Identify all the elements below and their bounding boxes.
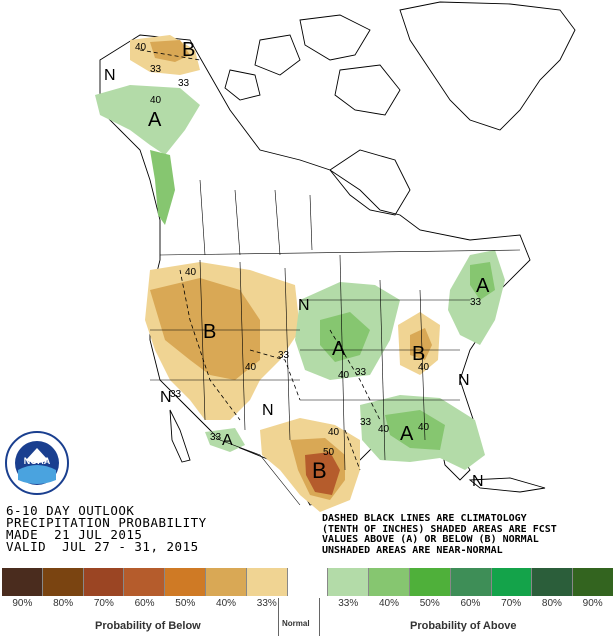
probability-scale-labels: 90% 80% 70% 60% 50% 40% 33% 33% 40% 50% 60% 70% 80% 9…	[2, 598, 613, 609]
svg-text:33: 33	[278, 350, 290, 361]
normal-divider	[278, 598, 320, 636]
title-line: PRECIPITATION PROBABILITY	[6, 515, 207, 530]
scale-swatch	[491, 568, 533, 596]
scale-swatch	[205, 568, 247, 596]
map-explanation: DASHED BLACK LINES ARE CLIMATOLOGY (TENT…	[322, 513, 557, 556]
contour-labels: 40 33 40 33 40 40 33 40 33 40 33 40 33 5…	[135, 42, 482, 458]
svg-text:33: 33	[170, 389, 182, 400]
svg-text:40: 40	[378, 424, 390, 435]
title-line: VALID JUL 27 - 31, 2015	[6, 539, 199, 554]
svg-text:40: 40	[135, 42, 147, 53]
scale-label: 60%	[134, 598, 155, 609]
svg-text:40: 40	[338, 370, 350, 381]
label-a-northeast: A	[476, 275, 490, 297]
precipitation-outlook-map: B A N B N A B A N N N A B A N 40 33 40 3…	[95, 1, 576, 512]
scale-swatch	[532, 568, 574, 596]
label-a-midwest: A	[332, 338, 346, 360]
title-line: 6-10 DAY OUTLOOK	[6, 503, 135, 518]
note-line: (TENTH OF INCHES) SHADED AREAS ARE FCST	[322, 523, 557, 535]
shaded-areas	[95, 35, 505, 512]
svg-text:40: 40	[185, 267, 197, 278]
svg-text:50: 50	[323, 447, 335, 458]
label-n-pacific: N	[160, 389, 172, 406]
label-a-alaska: A	[148, 109, 162, 131]
scale-label: 80%	[541, 598, 562, 609]
scale-swatch	[124, 568, 166, 596]
scale-label: 50%	[175, 598, 196, 609]
scale-swatch	[165, 568, 206, 596]
scale-label: 50%	[419, 598, 440, 609]
svg-text:40: 40	[328, 427, 340, 438]
probability-color-scale	[2, 568, 613, 596]
scale-titles: Probability of Below Probability of Abov…	[0, 617, 615, 637]
note-line: VALUES ABOVE (A) OR BELOW (B) NORMAL	[322, 534, 539, 545]
outlook-title: 6-10 DAY OUTLOOK PRECIPITATION PROBABILI…	[6, 503, 207, 554]
climatology-lines	[139, 49, 381, 471]
svg-text:33: 33	[210, 432, 222, 443]
scale-swatch	[573, 568, 613, 596]
note-line: DASHED BLACK LINES ARE CLIMATOLOGY	[322, 513, 527, 524]
svg-text:33: 33	[360, 417, 372, 428]
scale-swatch	[369, 568, 410, 596]
scale-swatch	[83, 568, 125, 596]
svg-text:40: 40	[245, 362, 257, 373]
svg-text:NOAA: NOAA	[24, 456, 51, 466]
scale-label: 40%	[216, 598, 237, 609]
svg-text:33: 33	[150, 64, 162, 75]
scale-swatch	[328, 568, 370, 596]
scale-swatch	[450, 568, 492, 596]
map-labels: B A N B N A B A N N N A B A N 40 33 40 3…	[104, 39, 490, 490]
svg-text:33: 33	[470, 297, 482, 308]
scale-label: 40%	[378, 598, 399, 609]
label-b-ohio: B	[412, 343, 425, 365]
scale-label: 60%	[460, 598, 481, 609]
scale-swatch	[2, 568, 43, 596]
scale-label: 70%	[93, 598, 114, 609]
noaa-logo: NOAA	[5, 431, 69, 495]
svg-text:40: 40	[418, 362, 430, 373]
scale-swatch	[246, 568, 288, 596]
scale-label: 70%	[501, 598, 522, 609]
label-b-texas: B	[312, 458, 327, 483]
scale-label: 90%	[582, 598, 603, 609]
label-n-atlantic: N	[458, 372, 470, 389]
scale-label: 33%	[338, 598, 359, 609]
normal-label: Normal	[282, 619, 310, 628]
label-a-southwest: A	[222, 432, 233, 449]
svg-text:33: 33	[178, 78, 190, 89]
svg-text:33: 33	[355, 367, 367, 378]
label-n-alaska: N	[104, 67, 116, 84]
scale-label: 90%	[12, 598, 33, 609]
svg-text:40: 40	[418, 422, 430, 433]
below-title: Probability of Below	[95, 620, 201, 632]
borders	[150, 179, 521, 506]
scale-swatch	[42, 568, 84, 596]
scale-swatch	[287, 568, 329, 596]
scale-label: 80%	[53, 598, 74, 609]
scale-swatch	[409, 568, 451, 596]
title-line: MADE 21 JUL 2015	[6, 527, 143, 542]
note-line: UNSHADED AREAS ARE NEAR-NORMAL	[322, 544, 503, 556]
label-b-west: B	[203, 321, 216, 343]
label-n-plains: N	[298, 297, 310, 314]
above-title: Probability of Above	[410, 620, 517, 632]
label-n-caribbean: N	[472, 473, 484, 490]
label-b-alaska: B	[182, 39, 195, 61]
label-n-southwest: N	[262, 402, 274, 419]
scale-label: 33%	[256, 598, 277, 609]
svg-text:40: 40	[150, 95, 162, 106]
label-a-southeast: A	[400, 423, 414, 445]
